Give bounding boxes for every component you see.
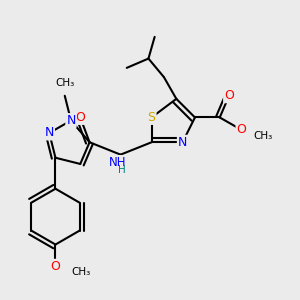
Text: O: O <box>236 123 246 136</box>
Text: CH₃: CH₃ <box>71 267 90 278</box>
Text: O: O <box>75 111 85 124</box>
Text: O: O <box>50 260 60 273</box>
Text: NH: NH <box>109 156 126 169</box>
Text: N: N <box>45 127 54 140</box>
Text: CH₃: CH₃ <box>55 78 74 88</box>
Text: CH₃: CH₃ <box>254 131 273 141</box>
Text: N: N <box>178 136 187 149</box>
Text: H: H <box>118 165 126 175</box>
Text: O: O <box>224 89 234 102</box>
Text: S: S <box>148 111 155 124</box>
Text: N: N <box>66 114 76 127</box>
